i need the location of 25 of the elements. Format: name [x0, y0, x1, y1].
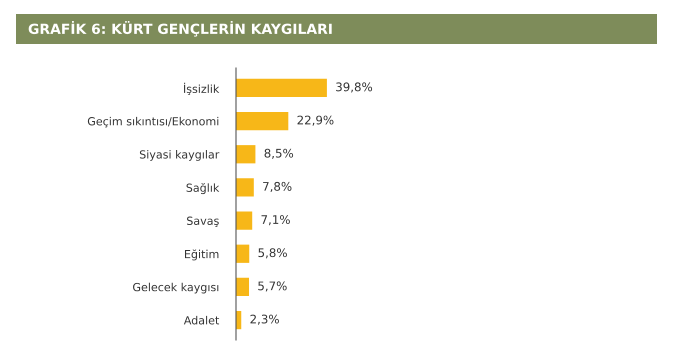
y-tick-label: Eğitim	[184, 249, 218, 260]
bar	[236, 145, 256, 164]
data-label: 22,9%	[298, 116, 334, 126]
data-label: 39,8%	[336, 82, 372, 93]
data-label: 5,8%	[258, 248, 287, 258]
bar	[236, 310, 242, 330]
bar	[236, 78, 327, 98]
y-tick-label: İşsizlik	[184, 82, 220, 96]
data-label: 5,7%	[258, 281, 287, 292]
data-label: 7,8%	[263, 182, 292, 192]
y-tick-label: Savaş	[187, 216, 219, 227]
y-tick-label: Siyasi kaygılar	[140, 150, 220, 161]
y-tick-label: Sağlık	[186, 183, 220, 194]
chart-title: GRAFİK 6: KÜRT GENÇLERİN KAYGILARI	[28, 21, 332, 37]
bar	[236, 278, 250, 296]
y-tick-label: Geçim sıkıntısı/Ekonomi	[88, 116, 218, 128]
y-tick-label: Gelecek kaygısı	[133, 282, 218, 294]
data-label: 7,1%	[262, 215, 290, 226]
y-tick-label: Adalet	[184, 316, 220, 324]
data-label: 2,3%	[250, 314, 279, 325]
bar	[236, 211, 252, 230]
bar	[236, 112, 288, 130]
data-label: 8,5%	[264, 148, 294, 159]
bar	[236, 178, 254, 197]
bar	[236, 244, 250, 263]
